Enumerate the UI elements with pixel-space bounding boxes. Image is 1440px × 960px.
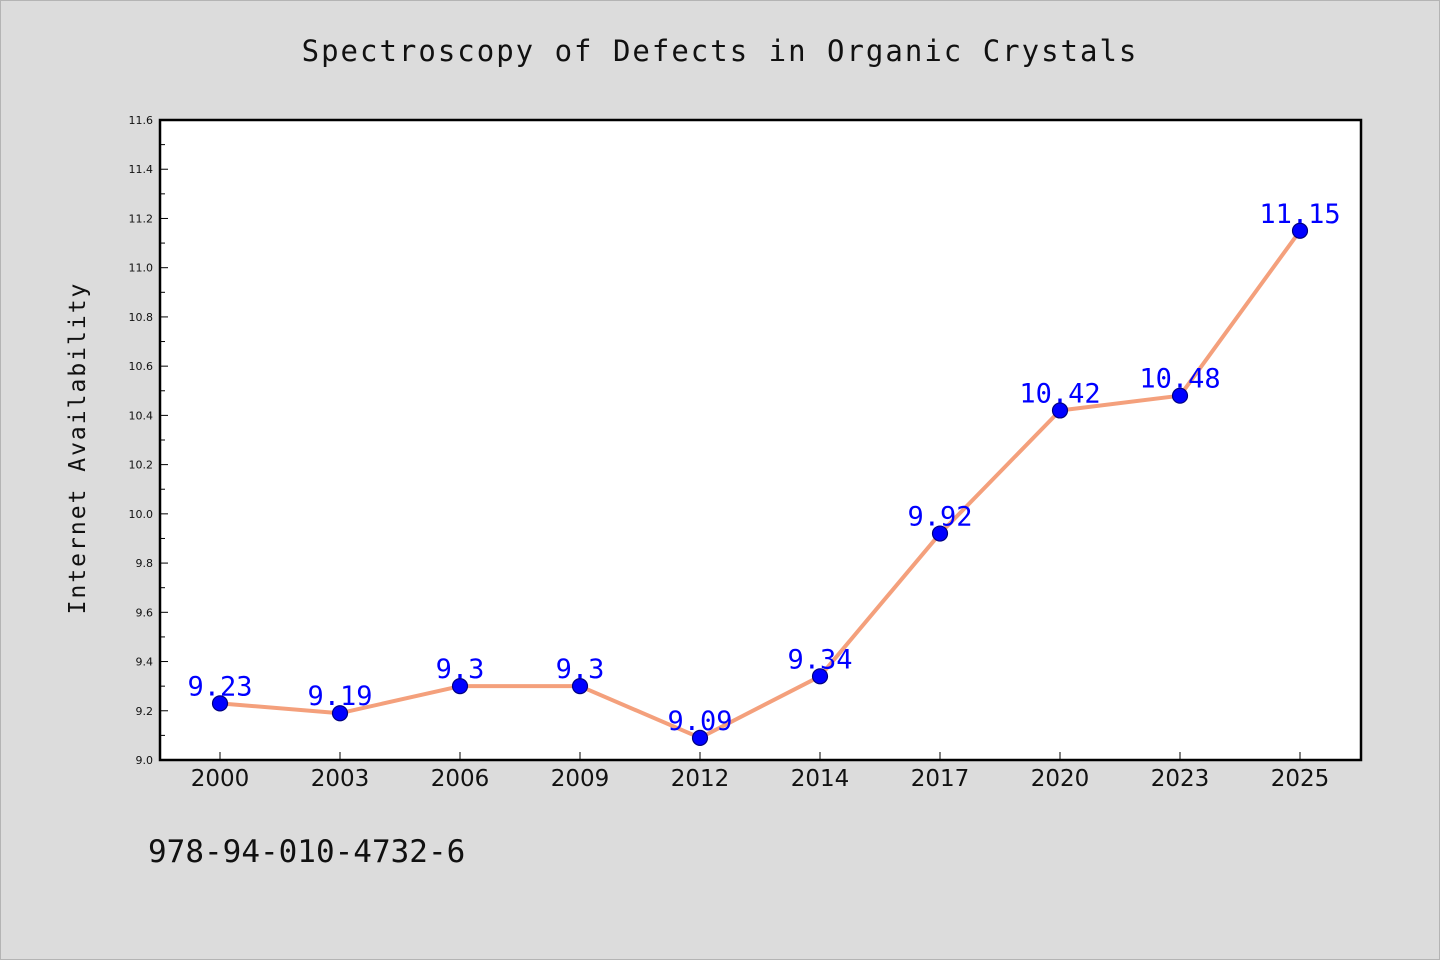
y-tick-label: 10.6: [129, 360, 154, 373]
y-tick-label: 11.4: [129, 163, 154, 176]
x-tick-label: 2006: [431, 766, 490, 792]
y-tick-label: 9.4: [136, 656, 154, 669]
data-label: 9.09: [667, 706, 732, 737]
x-tick-label: 2017: [911, 766, 970, 792]
y-tick-label: 10.0: [129, 508, 154, 521]
y-tick-label: 10.8: [129, 311, 154, 324]
y-tick-label: 11.0: [129, 262, 154, 275]
plot-area: [158, 118, 1363, 762]
data-label: 11.15: [1259, 199, 1340, 230]
data-label: 9.19: [307, 681, 372, 712]
y-tick-label: 11.6: [129, 114, 154, 127]
series-line: [218, 228, 1302, 740]
footer-code: 978-94-010-4732-6: [148, 834, 466, 870]
data-label: 9.3: [556, 654, 605, 685]
x-tick-label: 2009: [551, 766, 610, 792]
data-point: [811, 668, 829, 685]
data-point: [1291, 222, 1309, 239]
data-point: [1171, 387, 1189, 404]
data-point: [931, 525, 949, 542]
data-point: [571, 678, 589, 695]
data-label: 9.3: [436, 654, 485, 685]
y-tick-label: 10.2: [129, 459, 154, 472]
data-label: 9.92: [907, 502, 972, 533]
data-point: [691, 729, 709, 746]
data-point: [1051, 402, 1069, 419]
data-label: 9.34: [787, 644, 852, 675]
y-tick-label: 9.2: [136, 705, 154, 718]
x-tick-label: 2000: [191, 766, 250, 792]
y-tick-label: 9.0: [136, 754, 154, 767]
data-point: [331, 705, 349, 722]
series-1: 9.23 9.19 9.3 9.3 9.09 9.34 9.92 10.42 10.48 11.1…: [187, 199, 1341, 746]
data-label: 10.48: [1139, 364, 1220, 395]
x-tick-label: 2020: [1031, 766, 1090, 792]
y-axis-label: Internet Availability: [65, 282, 91, 615]
data-label: 10.42: [1019, 378, 1100, 409]
y-tick-label: 10.4: [129, 409, 154, 422]
x-tick-label: 2025: [1271, 766, 1330, 792]
x-tick-label: 2012: [671, 766, 730, 792]
chart-title: Spectroscopy of Defects in Organic Cryst…: [301, 34, 1139, 68]
x-tick-label: 2014: [791, 766, 850, 792]
y-tick-label: 9.6: [136, 606, 154, 619]
y-axis: 9.0 9.2 9.4 9.6 9.8 10.0 10.2 10.4 10.6 10.8 11.0 1…: [129, 114, 168, 767]
x-tick-label: 2003: [311, 766, 370, 792]
data-point: [451, 678, 469, 695]
y-tick-label: 9.8: [136, 557, 154, 570]
data-point: [211, 695, 229, 712]
y-tick-label: 11.2: [129, 212, 154, 225]
data-label: 9.23: [187, 671, 252, 702]
x-tick-label: 2023: [1151, 766, 1210, 792]
x-axis: 2000 2003 2006 2009 2012 2014 2017 2020 2023 2025: [191, 752, 1330, 792]
